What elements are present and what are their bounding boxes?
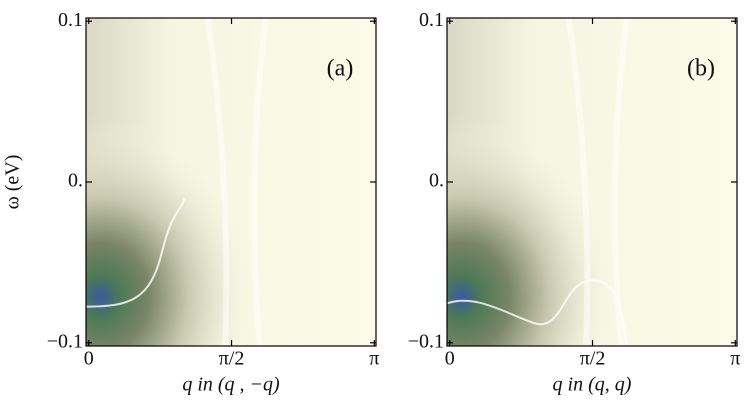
- y-tick-label: −0.1: [408, 330, 444, 352]
- heatmap-features: [446, 17, 630, 347]
- y-axis-label: ω (eV): [2, 155, 24, 210]
- x-axis-label: q in (q, q): [553, 374, 632, 396]
- feature-line: [85, 198, 186, 308]
- feature-line: [565, 17, 591, 347]
- x-tick-label: 0: [84, 348, 94, 370]
- x-tick-label: π: [369, 348, 379, 370]
- heatmap-blob: [447, 18, 737, 346]
- feature-line: [250, 17, 269, 347]
- x-tick-label: 0: [445, 348, 455, 370]
- panel-label: (a): [327, 56, 354, 82]
- heatmap-blob: [86, 18, 376, 346]
- y-tick-label: −0.1: [47, 330, 83, 352]
- y-tick-label: 0.: [68, 170, 83, 192]
- y-tick-label: 0.1: [419, 9, 444, 31]
- x-tick-label: π/2: [219, 348, 245, 370]
- feature-line: [446, 279, 628, 347]
- y-tick-label: 0.1: [58, 9, 83, 31]
- panel-label: (b): [687, 56, 715, 82]
- x-tick-label: π: [730, 348, 740, 370]
- x-tick-label: π/2: [580, 348, 606, 370]
- feature-line: [204, 17, 230, 347]
- y-tick-label: 0.: [429, 170, 444, 192]
- x-axis-label: q in (q , −q): [182, 374, 280, 396]
- heatmap-features: [85, 17, 269, 347]
